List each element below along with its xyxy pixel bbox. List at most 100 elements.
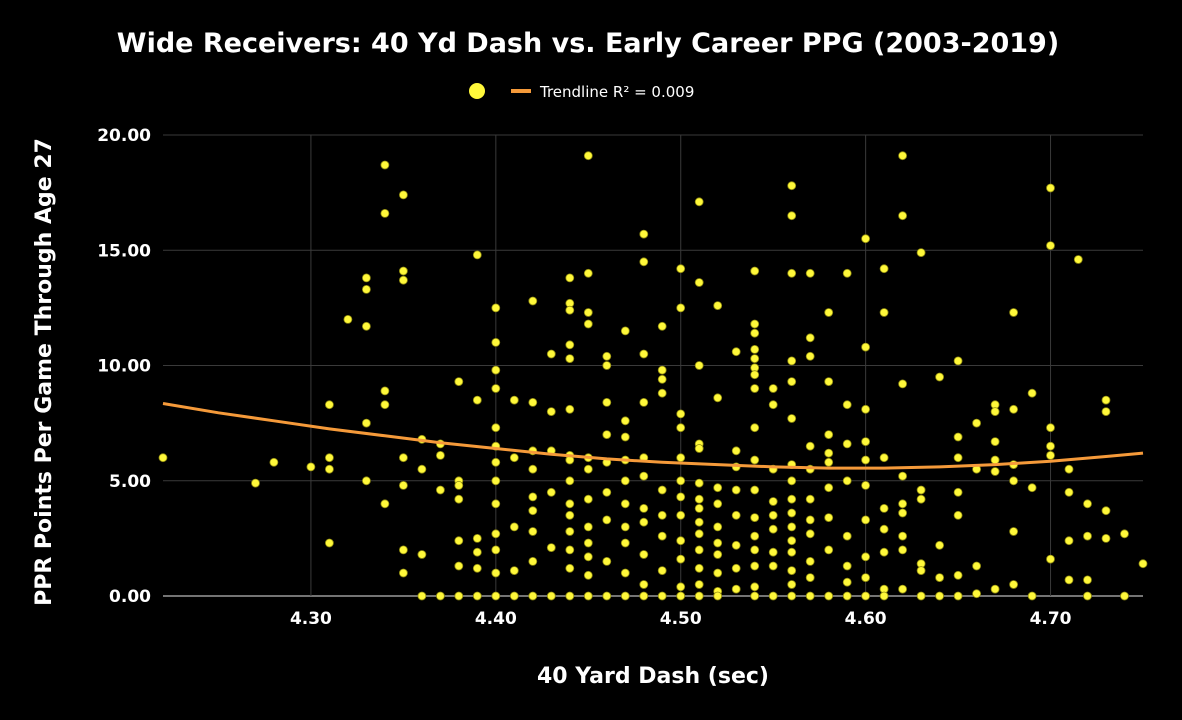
data-point xyxy=(750,545,760,555)
data-point xyxy=(343,314,353,324)
data-point xyxy=(565,545,575,555)
data-point xyxy=(491,545,501,555)
data-point xyxy=(861,480,870,490)
data-point xyxy=(565,527,575,536)
data-point xyxy=(842,400,852,410)
data-point xyxy=(361,476,371,486)
data-point xyxy=(528,591,538,601)
data-point xyxy=(324,538,334,548)
x-tick-label: 4.50 xyxy=(660,609,702,629)
trendline xyxy=(162,402,1144,470)
data-point xyxy=(361,284,371,294)
data-point xyxy=(602,515,612,525)
data-point xyxy=(565,510,575,520)
data-point xyxy=(787,566,797,575)
data-point xyxy=(602,351,612,361)
data-point xyxy=(472,547,482,557)
data-point xyxy=(842,577,852,587)
data-point xyxy=(454,591,464,601)
data-point xyxy=(1046,183,1055,193)
data-point xyxy=(306,462,316,472)
data-point xyxy=(1009,308,1018,317)
data-point xyxy=(602,361,612,370)
data-point xyxy=(509,566,519,575)
data-point xyxy=(454,377,464,387)
data-point xyxy=(583,570,593,580)
data-point xyxy=(694,545,704,555)
data-point xyxy=(602,487,612,497)
data-point xyxy=(565,591,575,601)
data-point xyxy=(787,591,797,601)
x-tick-label: 4.60 xyxy=(845,609,887,629)
data-point xyxy=(861,342,870,352)
data-point xyxy=(787,580,797,589)
data-point xyxy=(361,273,371,283)
data-point xyxy=(380,386,390,396)
data-point xyxy=(731,540,741,550)
data-point xyxy=(269,457,279,467)
data-point xyxy=(676,409,686,419)
data-point xyxy=(1101,395,1111,405)
data-point xyxy=(694,580,704,589)
data-point xyxy=(879,264,889,274)
data-point xyxy=(380,160,390,170)
data-point xyxy=(750,384,760,393)
data-point xyxy=(639,550,649,559)
x-axis-title: 40 Yard Dash (sec) xyxy=(537,664,769,689)
data-point xyxy=(768,497,778,506)
data-point xyxy=(953,510,963,520)
data-point xyxy=(602,557,612,566)
data-point xyxy=(435,485,445,495)
data-point xyxy=(509,453,519,463)
data-point xyxy=(879,503,889,513)
data-point xyxy=(787,211,797,221)
data-point xyxy=(1027,591,1037,601)
data-point xyxy=(916,494,926,504)
data-point xyxy=(1046,450,1055,460)
data-point xyxy=(1064,536,1074,546)
data-point xyxy=(731,485,741,495)
data-point xyxy=(787,508,797,518)
data-point xyxy=(861,455,870,465)
data-point xyxy=(731,347,741,357)
data-point xyxy=(768,524,778,534)
data-point xyxy=(861,234,870,244)
data-point xyxy=(565,499,575,509)
data-point xyxy=(324,400,334,410)
data-point xyxy=(750,328,760,338)
y-tick-label: 20.00 xyxy=(97,126,151,146)
data-point xyxy=(639,517,649,527)
data-point xyxy=(454,561,464,571)
data-point xyxy=(787,356,797,366)
data-point xyxy=(990,407,1000,417)
legend-trendline-label: Trendline R² = 0.009 xyxy=(539,83,694,101)
data-point xyxy=(898,508,907,518)
data-point xyxy=(454,494,464,504)
data-point xyxy=(694,494,704,504)
data-point xyxy=(750,354,760,364)
data-point xyxy=(528,557,538,566)
data-point xyxy=(916,566,926,575)
data-point xyxy=(805,441,815,451)
data-point xyxy=(1009,476,1018,486)
data-point xyxy=(583,522,593,532)
data-point xyxy=(1009,580,1018,589)
data-point xyxy=(713,550,723,559)
data-point xyxy=(676,554,686,564)
data-point xyxy=(898,151,907,161)
data-point xyxy=(1027,483,1037,493)
data-point xyxy=(694,529,704,539)
data-point xyxy=(472,534,482,543)
data-point xyxy=(879,591,889,601)
data-point xyxy=(639,471,649,481)
data-point xyxy=(528,527,538,536)
data-point xyxy=(879,524,889,534)
x-axis-ticks: 4.30 4.40 4.50 4.60 4.70 xyxy=(290,609,1072,629)
data-point xyxy=(842,561,852,571)
data-point xyxy=(824,545,834,555)
data-point xyxy=(491,423,501,433)
data-point xyxy=(805,515,815,525)
data-point xyxy=(509,591,519,601)
data-point xyxy=(583,494,593,504)
data-point xyxy=(787,377,797,387)
